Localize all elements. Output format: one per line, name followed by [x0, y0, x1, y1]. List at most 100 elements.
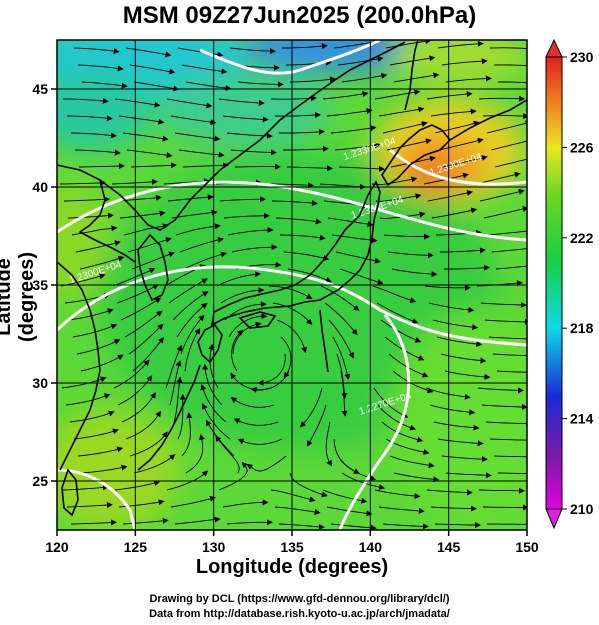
streamline: [270, 489, 316, 503]
colorbar-max-arrow: [545, 38, 563, 58]
streamline: [125, 410, 162, 440]
streamline: [341, 72, 388, 83]
streamline: [485, 420, 527, 427]
streamline: [174, 132, 221, 142]
streamline: [475, 171, 521, 185]
coastlines: [57, 40, 527, 517]
streamline: [497, 472, 527, 474]
streamline: [424, 284, 471, 291]
streamline: [170, 495, 216, 508]
streamline: [176, 302, 208, 338]
streamline: [493, 455, 527, 458]
streamline: [279, 234, 326, 241]
streamline: [322, 489, 368, 504]
streamline: [268, 182, 314, 189]
y-axis-label: Latitude (degrees): [0, 251, 38, 343]
streamline: [389, 55, 436, 66]
streamline: [478, 95, 525, 102]
streamline: [133, 81, 180, 92]
streamline: [337, 55, 384, 66]
streamline: [223, 212, 270, 219]
streamline: [381, 421, 424, 443]
streamline: [222, 115, 269, 123]
streamline: [129, 431, 168, 457]
streamline: [278, 523, 325, 530]
streamline: [219, 196, 266, 203]
streamline: [81, 464, 128, 474]
streamline: [375, 193, 422, 202]
grid-lines: [57, 40, 527, 530]
coastline-korea: [137, 233, 169, 302]
streamline: [181, 412, 193, 457]
streamline: [174, 516, 221, 525]
streamline: [425, 387, 471, 400]
streamline: [66, 115, 113, 122]
coastline-honshu: [210, 180, 381, 327]
streamline: [340, 370, 348, 417]
x-axis: 120 125 130 135 140 145 150: [45, 530, 539, 555]
coastline-izu: [319, 309, 329, 373]
streamline: [208, 343, 219, 389]
streamline: [76, 339, 121, 355]
streamline: [433, 421, 480, 431]
streamline: [237, 81, 284, 88]
streamline: [324, 302, 358, 336]
x-tick-label: 135: [280, 539, 304, 555]
streamline: [230, 397, 275, 408]
streamline: [437, 40, 484, 49]
streamline: [272, 302, 313, 325]
contour-line: [57, 265, 527, 347]
streamline: [122, 517, 169, 525]
streamline: [383, 233, 430, 240]
streamline: [426, 91, 473, 100]
colorbar-tick-label: 226: [570, 139, 594, 155]
streamline: [112, 267, 156, 287]
x-tick-label: 145: [437, 539, 461, 555]
colorbar: 210 214 218 222 226 230: [545, 38, 594, 530]
streamline: [430, 108, 477, 117]
streamline: [332, 336, 351, 381]
streamline: [334, 142, 381, 151]
streamline: [286, 165, 333, 172]
streamline: [331, 234, 378, 244]
streamline: [179, 236, 224, 253]
streamline: [78, 163, 125, 169]
streamline: [491, 248, 527, 253]
streamline: [177, 393, 186, 440]
streamline: [115, 194, 162, 202]
streamline: [218, 98, 265, 106]
streamline: [489, 438, 527, 441]
x-tick-label: 140: [359, 539, 383, 555]
streamline: [215, 435, 240, 474]
streamline: [378, 506, 425, 514]
streamline: [393, 472, 440, 483]
streamline: [75, 240, 121, 253]
streamline: [231, 329, 244, 372]
x-axis-label: Longitude (degrees): [195, 556, 389, 578]
streamline: [479, 188, 525, 202]
streamline: [441, 58, 488, 66]
streamline: [487, 230, 527, 236]
streamline: [336, 353, 348, 400]
streamline: [62, 484, 109, 491]
streamline: [73, 428, 119, 440]
contour-line: [57, 180, 527, 242]
streamline: [328, 319, 354, 359]
streamline: [275, 217, 322, 225]
streamline: [374, 89, 421, 100]
streamline: [220, 287, 265, 304]
streamline: [339, 268, 384, 285]
streamline: [438, 137, 484, 151]
streamline: [385, 40, 432, 49]
streamline: [429, 404, 476, 416]
streamline: [391, 268, 438, 278]
streamline: [306, 404, 327, 447]
streamline: [373, 387, 409, 418]
streamline: [377, 404, 417, 431]
streamline: [444, 264, 490, 271]
streamline: [445, 472, 492, 479]
coastline-shikoku: [238, 311, 277, 329]
streamline: [320, 285, 360, 311]
streamline: [280, 336, 292, 379]
streamline: [184, 327, 201, 372]
